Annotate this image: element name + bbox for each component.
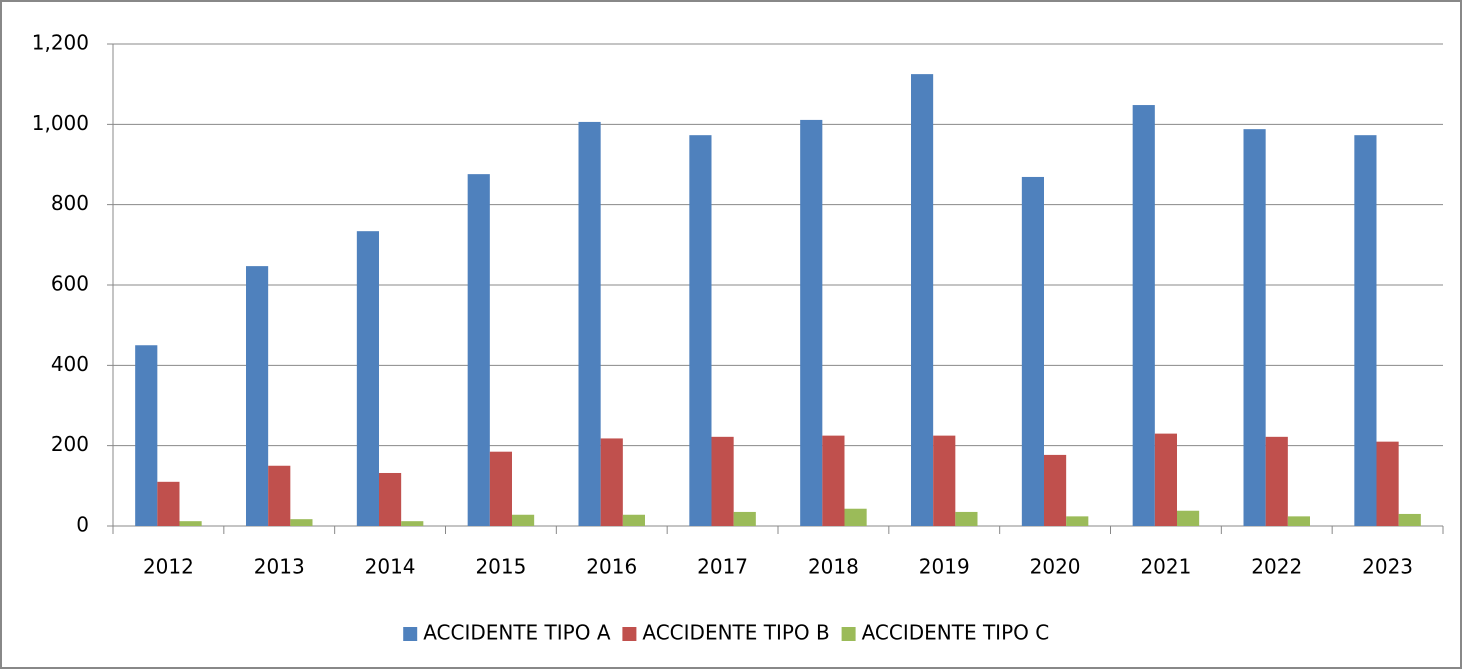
bar	[467, 174, 490, 526]
bar	[1265, 436, 1288, 526]
legend-label: ACCIDENTE TIPO A	[423, 621, 611, 645]
bar	[844, 508, 867, 526]
x-tick-label: 2016	[586, 555, 637, 579]
bar	[1287, 516, 1310, 526]
y-tick-label: 200	[51, 432, 89, 456]
bar	[401, 521, 424, 526]
bar	[135, 345, 158, 526]
bar	[689, 135, 712, 526]
bar	[911, 74, 934, 526]
y-tick-label: 0	[76, 513, 89, 537]
y-tick-label: 600	[51, 272, 89, 296]
bar	[1177, 510, 1200, 526]
bar	[1021, 176, 1044, 526]
legend-label: ACCIDENTE TIPO C	[862, 621, 1050, 645]
bar	[822, 435, 845, 526]
y-tick-label: 1,200	[32, 31, 89, 55]
bar	[268, 465, 291, 526]
y-tick-label: 1,000	[32, 111, 89, 135]
legend-label: ACCIDENTE TIPO B	[642, 621, 829, 645]
bar	[600, 438, 623, 526]
x-tick-label: 2012	[143, 555, 194, 579]
bar	[1066, 516, 1089, 526]
bar	[512, 514, 535, 526]
bar	[1243, 129, 1266, 527]
bar	[622, 514, 645, 526]
bar	[933, 435, 956, 526]
bar	[578, 121, 601, 526]
x-tick-label: 2023	[1362, 555, 1413, 579]
bar	[379, 472, 402, 526]
x-tick-label: 2022	[1251, 555, 1302, 579]
bar	[1354, 135, 1377, 526]
x-tick-label: 2014	[365, 555, 416, 579]
bar	[1154, 433, 1177, 526]
bar	[356, 231, 379, 526]
bar	[157, 481, 180, 526]
bar	[733, 511, 756, 526]
bar	[290, 519, 313, 526]
bar	[179, 521, 202, 526]
bar	[800, 119, 823, 526]
x-tick-label: 2018	[808, 555, 859, 579]
y-tick-label: 800	[51, 191, 89, 215]
x-tick-label: 2013	[254, 555, 305, 579]
y-tick-label: 400	[51, 352, 89, 376]
bar	[489, 451, 512, 526]
bar	[1398, 513, 1421, 526]
x-tick-label: 2019	[919, 555, 970, 579]
bar	[955, 511, 978, 526]
legend-swatch	[622, 627, 637, 641]
legend-swatch	[403, 627, 418, 641]
x-tick-label: 2017	[697, 555, 748, 579]
bar	[711, 436, 734, 526]
x-tick-label: 2015	[475, 555, 526, 579]
legend-swatch	[841, 627, 856, 641]
x-tick-label: 2020	[1030, 555, 1081, 579]
x-tick-label: 2021	[1140, 555, 1191, 579]
bar	[1132, 105, 1155, 526]
bar	[1044, 454, 1067, 526]
bar	[246, 266, 269, 526]
bar	[1376, 441, 1399, 526]
